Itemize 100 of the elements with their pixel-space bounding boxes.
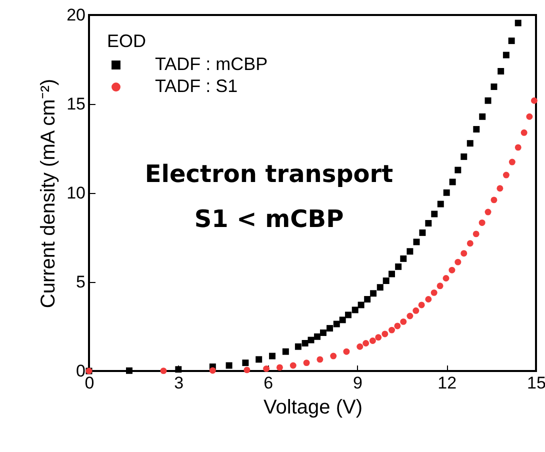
point [413, 238, 420, 246]
point [514, 144, 522, 151]
x-tick-label: 6 [264, 374, 274, 392]
y-tick-label: 10 [66, 184, 86, 202]
point [466, 140, 474, 147]
point [479, 113, 486, 120]
point [316, 356, 324, 363]
point [294, 343, 302, 350]
point [256, 356, 262, 363]
point [356, 343, 364, 350]
y-axis-title: Current density (mA cm⁻²) [38, 78, 60, 308]
x-tick-label: 15 [527, 374, 545, 392]
legend-label: TADF : mCBP [155, 54, 268, 74]
point [160, 368, 167, 374]
point [472, 230, 480, 238]
point [514, 20, 522, 26]
point [282, 348, 289, 355]
point [352, 306, 358, 314]
point [484, 97, 492, 104]
point [454, 258, 462, 266]
legend-title: EOD [107, 31, 146, 51]
point [343, 348, 350, 355]
point [425, 296, 432, 302]
point [496, 185, 504, 192]
point [382, 330, 388, 338]
point [333, 320, 340, 328]
point [460, 250, 468, 257]
point [358, 302, 364, 308]
point [394, 322, 401, 330]
point [454, 166, 462, 174]
point [430, 289, 438, 296]
point [508, 158, 516, 166]
point [364, 296, 371, 303]
point [308, 336, 314, 344]
x-tick-label: 3 [174, 374, 184, 392]
point [460, 153, 468, 160]
point [314, 333, 321, 340]
point [330, 352, 337, 360]
point [508, 38, 515, 44]
point [442, 275, 450, 282]
x-tick-label: 9 [352, 374, 362, 392]
point [395, 263, 402, 270]
point [406, 248, 414, 255]
legend-label: TADF : S1 [155, 76, 238, 96]
point [263, 365, 270, 372]
point [418, 302, 425, 308]
point [269, 352, 276, 360]
point [388, 326, 396, 334]
point [436, 282, 444, 290]
point [449, 178, 456, 186]
point [490, 196, 498, 204]
point [226, 362, 232, 369]
point [502, 52, 510, 58]
point [406, 312, 414, 320]
point [326, 325, 334, 332]
point [369, 338, 376, 344]
point [443, 189, 450, 196]
point [320, 329, 326, 336]
point [498, 68, 504, 74]
point [419, 229, 426, 236]
point [431, 210, 438, 218]
point [376, 284, 384, 291]
point [484, 208, 492, 216]
point [490, 83, 498, 90]
point [473, 126, 480, 133]
x-axis-title: Voltage (V) [264, 396, 362, 418]
point [375, 334, 382, 341]
point [530, 97, 538, 104]
annotation: S1 < mCBP [194, 205, 344, 233]
point [303, 360, 310, 366]
point [400, 318, 407, 325]
point [400, 255, 407, 262]
annotation: Electron transport [144, 160, 394, 188]
point [242, 360, 249, 366]
point [362, 340, 370, 346]
point [425, 220, 432, 226]
point [244, 366, 250, 374]
y-tick-label: 0 [76, 362, 86, 380]
point [448, 266, 456, 274]
point [412, 307, 420, 314]
y-tick-label: 15 [66, 94, 86, 114]
point [520, 129, 528, 136]
point [466, 240, 474, 247]
point [526, 113, 533, 120]
point [345, 312, 352, 318]
point [175, 366, 182, 373]
point [388, 270, 396, 278]
x-tick-label: 12 [438, 374, 457, 392]
point [209, 367, 216, 374]
point [276, 364, 283, 371]
y-tick-label: 5 [76, 272, 86, 292]
point [302, 340, 308, 346]
point [502, 172, 510, 178]
point [382, 278, 390, 284]
point [290, 362, 296, 369]
y-tick-label: 20 [66, 6, 86, 24]
point [370, 290, 377, 297]
point [339, 316, 346, 324]
point [437, 200, 444, 208]
point [126, 367, 132, 374]
